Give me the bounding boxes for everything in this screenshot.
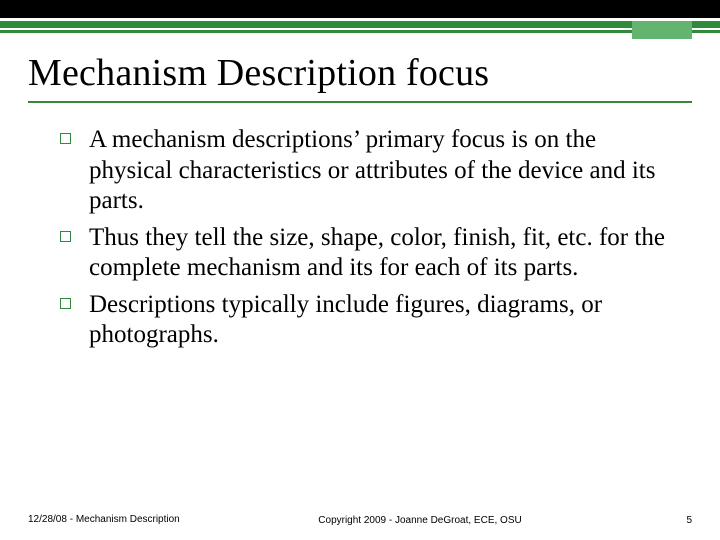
footer-left: 12/28/08 - Mechanism Description: [28, 514, 208, 527]
bullet-text: Descriptions typically include figures, …: [89, 290, 682, 351]
slide-title: Mechanism Description focus: [28, 51, 692, 95]
list-item: Thus they tell the size, shape, color, f…: [60, 223, 682, 284]
title-underline: [28, 101, 692, 103]
bar-green-thin: [0, 30, 720, 33]
bullet-list: A mechanism descriptions’ primary focus …: [60, 125, 682, 351]
bar-green-thick: [0, 21, 720, 28]
bar-black: [0, 0, 720, 18]
footer: 12/28/08 - Mechanism Description Copyrig…: [0, 514, 720, 527]
top-decoration: [0, 0, 720, 33]
bullet-icon: [60, 133, 71, 144]
bullet-text: A mechanism descriptions’ primary focus …: [89, 125, 682, 217]
footer-center: Copyright 2009 - Joanne DeGroat, ECE, OS…: [208, 515, 632, 526]
list-item: Descriptions typically include figures, …: [60, 290, 682, 351]
slide-body: A mechanism descriptions’ primary focus …: [60, 125, 682, 351]
bullet-icon: [60, 231, 71, 242]
bullet-text: Thus they tell the size, shape, color, f…: [89, 223, 682, 284]
footer-page-number: 5: [632, 515, 692, 526]
list-item: A mechanism descriptions’ primary focus …: [60, 125, 682, 217]
bullet-icon: [60, 298, 71, 309]
slide: Mechanism Description focus A mechanism …: [0, 0, 720, 540]
accent-box: [632, 21, 692, 39]
